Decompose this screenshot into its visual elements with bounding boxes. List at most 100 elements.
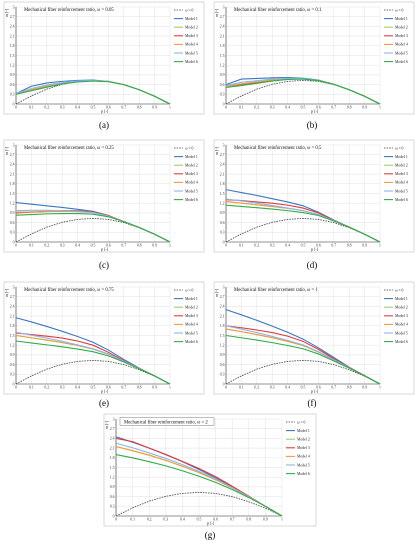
y-tick-label: 0.9: [110, 485, 115, 489]
y-tick-label: 2.7: [10, 15, 15, 19]
y-tick-label: 1.8: [220, 182, 225, 186]
x-tick-label: 0.7: [230, 518, 235, 522]
y-tick-label: 2.7: [220, 15, 225, 19]
y-tick-label: 2.4: [220, 305, 225, 309]
y-tick-label: 0.6: [110, 495, 115, 499]
x-tick-label: 0.8: [347, 386, 352, 390]
x-tick-label: 0.2: [254, 106, 259, 110]
legend-label: Model 6: [395, 198, 408, 202]
x-tick-label: 0.8: [137, 106, 142, 110]
x-tick-label: 0.3: [270, 244, 275, 248]
x-tick-label: 0.2: [147, 518, 152, 522]
chart-panel-2: 0 0.3 0.6 0.9 1.2 1.5 1.8 2.1 2.4 2.7 3 0 0.1 0.2 0.3 0…: [213, 1, 415, 130]
y-tick-label: 2.7: [10, 295, 15, 299]
legend-label: Model 3: [185, 314, 198, 318]
x-tick-label: 0.1: [29, 386, 34, 390]
legend-label: ω = 0: [185, 288, 194, 292]
y-tick-label: 1.5: [110, 466, 115, 470]
y-tick-label: 2.1: [220, 172, 225, 176]
legend-label: Model 5: [185, 51, 198, 55]
chart-panel-7: 0 0.3 0.6 0.9 1.2 1.5 1.8 2.1 2.4 2.7 3 0 0.1 0.2 0.3 0…: [103, 413, 317, 540]
y-tick-label: 2.1: [10, 172, 15, 176]
y-tick-label: 1.5: [10, 192, 15, 196]
series-line-0: [225, 217, 381, 243]
series-line-6: [15, 80, 171, 105]
series-line-6: [15, 340, 171, 385]
y-tick-label: 0.3: [10, 373, 15, 377]
y-tick-label: 0.6: [10, 221, 15, 225]
x-tick-label: 0.4: [75, 244, 80, 248]
chart-panel-6: 0 0.3 0.6 0.9 1.2 1.5 1.8 2.1 2.4 2.7 3 0 0.1 0.2 0.3 0…: [213, 281, 415, 408]
legend-label: Model 1: [185, 155, 198, 159]
series-line-0: [225, 359, 381, 385]
x-tick-label: 0.7: [331, 244, 336, 248]
x-tick-label: 0.5: [301, 244, 306, 248]
y-axis-title: m [-]: [214, 288, 219, 297]
y-axis-title: m [-]: [214, 146, 219, 155]
y-tick-label: 1.5: [220, 192, 225, 196]
legend-label: Model 3: [395, 34, 408, 38]
x-tick-label: 0: [225, 386, 227, 390]
y-tick-label: 3: [223, 143, 225, 147]
x-tick-label: 0.3: [60, 106, 65, 110]
y-axis-title: m [-]: [4, 8, 9, 17]
panel-caption: (f): [308, 398, 317, 408]
panel-frame: [103, 413, 317, 527]
y-tick-label: 0: [223, 102, 225, 106]
legend-label: Model 1: [185, 17, 198, 21]
y-tick-label: 1.8: [10, 182, 15, 186]
y-tick-label: 2.1: [110, 446, 115, 450]
x-tick-label: 0.3: [163, 518, 168, 522]
y-axis-title: m [-]: [214, 8, 219, 17]
x-tick-label: 0.4: [180, 518, 185, 522]
x-tick-label: 0.3: [270, 386, 275, 390]
y-tick-label: 0.6: [220, 363, 225, 367]
x-axis-title: p [-]: [101, 389, 109, 394]
y-tick-label: 3: [223, 285, 225, 289]
y-axis-title: m [-]: [4, 146, 9, 155]
x-tick-label: 0.8: [347, 244, 352, 248]
y-tick-label: 2.4: [10, 163, 15, 167]
legend-label: Model 5: [395, 331, 408, 335]
panel-frame: [3, 281, 205, 395]
x-tick-label: 0.6: [316, 244, 321, 248]
y-tick-label: 1.8: [220, 44, 225, 48]
x-tick-label: 0.7: [331, 386, 336, 390]
legend-label: Model 6: [297, 472, 310, 476]
y-tick-label: 1.2: [10, 344, 15, 348]
title-box: [119, 417, 215, 426]
x-tick-label: 0.4: [75, 106, 80, 110]
y-tick-label: 2.1: [10, 314, 15, 318]
x-tick-label: 0.3: [60, 386, 65, 390]
y-tick-label: 0.9: [220, 353, 225, 357]
legend-label: Model 2: [395, 164, 408, 168]
series-line-6: [15, 213, 171, 243]
x-tick-label: 0.1: [239, 244, 244, 248]
chart-panel-3: 0 0.3 0.6 0.9 1.2 1.5 1.8 2.1 2.4 2.7 3 0 0.1 0.2 0.3 0…: [3, 139, 205, 270]
y-tick-label: 0.3: [10, 231, 15, 235]
legend-label: Model 1: [185, 297, 198, 301]
chart-panel-5: 0 0.3 0.6 0.9 1.2 1.5 1.8 2.1 2.4 2.7 3 0 0.1 0.2 0.3 0…: [3, 281, 205, 408]
legend-label: Model 4: [395, 181, 408, 185]
x-tick-label: 0.7: [121, 244, 126, 248]
y-tick-label: 0.9: [220, 211, 225, 215]
y-tick-label: 0: [223, 240, 225, 244]
legend-label: ω = 0: [185, 8, 194, 12]
series-line-6: [225, 334, 381, 385]
panel-frame: [3, 1, 205, 115]
y-tick-label: 0.3: [110, 505, 115, 509]
legend-label: Model 3: [395, 172, 408, 176]
y-tick-label: 2.4: [110, 437, 115, 441]
y-tick-label: 1.8: [220, 324, 225, 328]
legend-label: Model 3: [185, 34, 198, 38]
x-tick-label: 0.2: [44, 244, 49, 248]
y-tick-label: 2.7: [220, 295, 225, 299]
y-tick-label: 0: [13, 102, 15, 106]
x-tick-label: 0.6: [316, 106, 321, 110]
y-tick-label: 1.8: [110, 456, 115, 460]
series-line-0: [225, 79, 381, 105]
y-tick-label: 0.6: [220, 221, 225, 225]
panel-caption: (c): [99, 260, 109, 270]
y-tick-label: 2.4: [220, 163, 225, 167]
